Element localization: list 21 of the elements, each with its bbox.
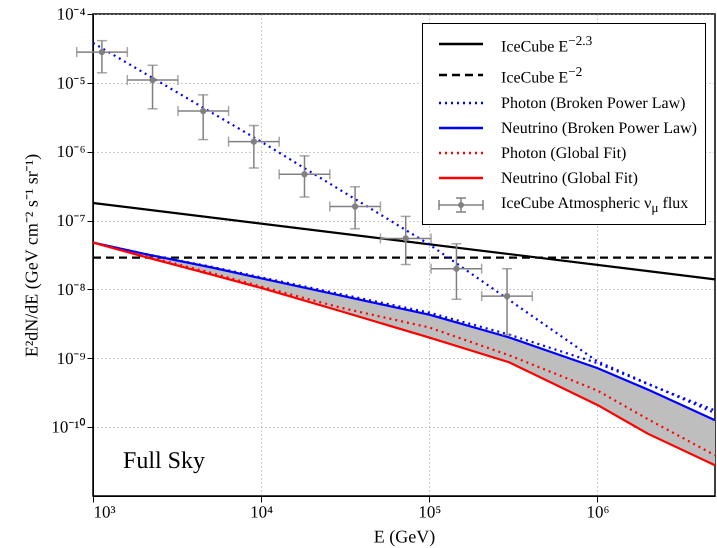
legend-label: IceCube Atmospheric ν$_{μ}$ flux — [501, 194, 688, 217]
y-tick-label: 10⁻⁸ — [56, 280, 86, 299]
legend-label: Photon (Global Fit) — [501, 144, 626, 164]
y-tick-label: 10⁻⁹ — [56, 348, 86, 368]
legend-label: Photon (Broken Power Law) — [501, 94, 686, 114]
y-axis-title: E²dN/dE (GeV cm⁻² s⁻¹ sr⁻¹) — [21, 154, 42, 358]
legend-label: Neutrino (Global Fit) — [501, 168, 638, 189]
y-tick-label: 10⁻⁷ — [56, 211, 86, 230]
legend-label: IceCube E$^{−2.3}$ — [501, 32, 592, 58]
x-tick-label: 10³ — [94, 502, 116, 522]
y-tick-label: 10⁻⁵ — [56, 73, 86, 92]
legend-label: IceCube E$^{−2}$ — [501, 63, 582, 89]
y-tick-label: 10⁻⁶ — [56, 142, 86, 162]
annotation: Full Sky — [123, 448, 206, 474]
y-tick-label: 10⁻⁴ — [56, 4, 86, 24]
x-tick-label: 10⁴ — [250, 502, 274, 522]
x-tick-label: 10⁵ — [418, 502, 442, 522]
legend-label: Neutrino (Broken Power Law) — [501, 118, 697, 139]
y-tick-label: 10⁻¹⁰ — [51, 418, 86, 437]
x-axis-title: E (GeV) — [374, 526, 436, 546]
x-tick-label: 10⁶ — [586, 502, 610, 522]
